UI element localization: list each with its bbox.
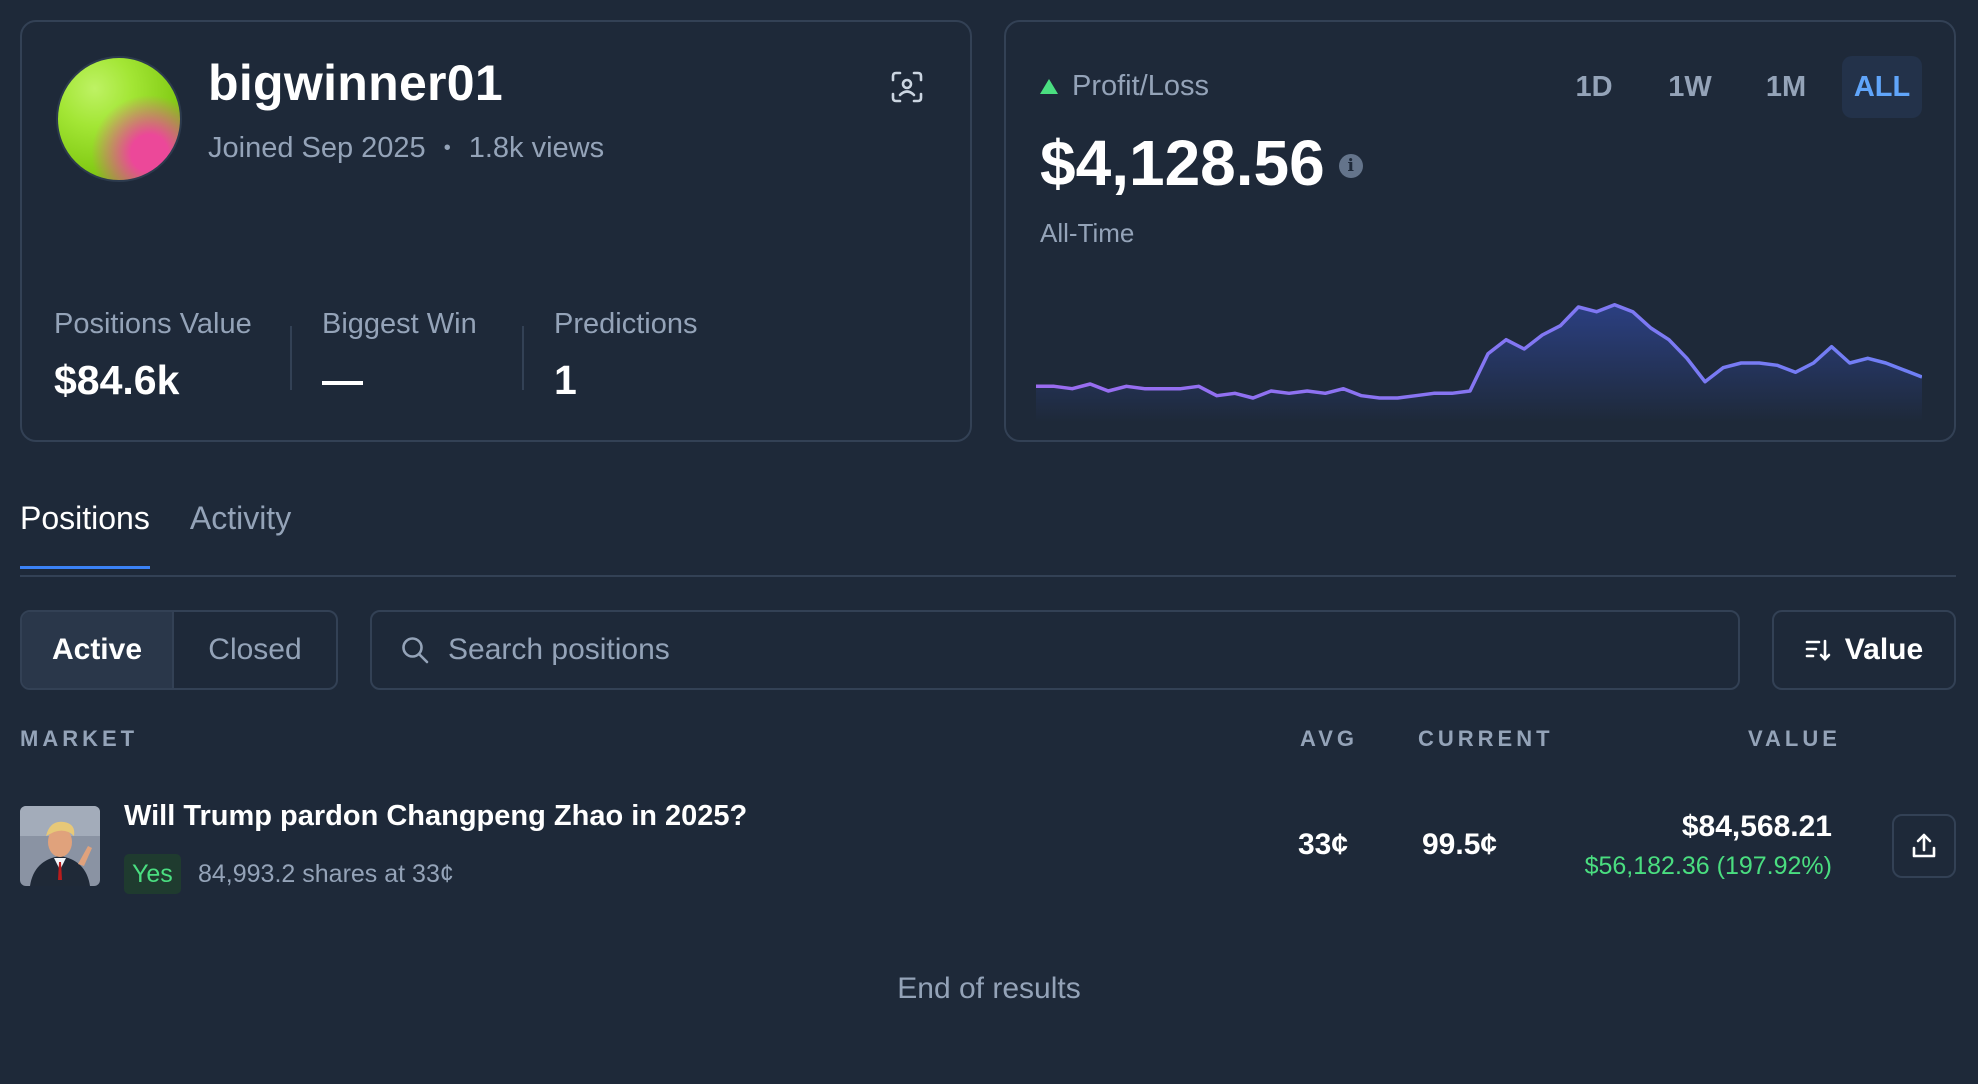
header-market: MARKET [20, 726, 139, 751]
share-button[interactable] [1892, 814, 1956, 878]
stat-label: Biggest Win [322, 308, 477, 340]
pnl-line [1036, 302, 1922, 400]
header-current: CURRENT [1418, 726, 1554, 751]
pnl-label: Profit/Loss [1040, 70, 1209, 103]
stat-value: — [322, 357, 363, 403]
range-1d[interactable]: 1D [1575, 70, 1613, 103]
header-value: VALUE [1748, 726, 1841, 751]
sort-button[interactable]: Value [1772, 610, 1956, 690]
search-box [370, 610, 1740, 690]
stat-predictions: Predictions 1 [554, 308, 697, 404]
filter-active-button[interactable]: Active [22, 612, 174, 688]
range-selector: 1D 1W 1M ALL [1538, 56, 1922, 118]
search-input[interactable] [448, 633, 1648, 667]
outcome-badge: Yes [124, 854, 181, 894]
tab-positions[interactable]: Positions [20, 500, 150, 569]
stat-biggest-win: Biggest Win — [322, 308, 477, 404]
tab-bar: Positions Activity [20, 500, 331, 569]
stat-value: $84.6k [54, 357, 180, 403]
end-of-results: End of results [897, 972, 1081, 1005]
range-1m[interactable]: 1M [1765, 70, 1807, 103]
stat-divider [290, 326, 292, 390]
stat-divider [522, 326, 524, 390]
scan-icon [891, 71, 923, 103]
range-1w[interactable]: 1W [1668, 70, 1712, 103]
shares-info: 84,993.2 shares at 33¢ [198, 860, 454, 888]
scan-button[interactable] [890, 70, 924, 104]
range-all[interactable]: ALL [1842, 56, 1922, 118]
stat-positions-value: Positions Value $84.6k [54, 308, 252, 404]
pnl-value: $4,128.56 i [1040, 126, 1363, 200]
avg-price: 33¢ [1298, 828, 1349, 861]
avatar [56, 56, 182, 182]
profile-card: bigwinner01 Joined Sep 2025 • 1.8k views… [20, 20, 972, 442]
market-title[interactable]: Will Trump pardon Changpeng Zhao in 2025… [124, 800, 748, 832]
username: bigwinner01 [208, 55, 504, 111]
view-count: 1.8k views [468, 132, 605, 164]
profile-meta: Joined Sep 2025 • 1.8k views [208, 132, 604, 165]
status-filter: Active Closed [20, 610, 338, 690]
current-price: 99.5¢ [1422, 828, 1498, 861]
stat-label: Predictions [554, 308, 698, 340]
profit-loss-card: Profit/Loss $4,128.56 i All-Time 1D 1W 1… [1004, 20, 1956, 442]
pnl-chart [1036, 302, 1922, 422]
joined-date: Joined Sep 2025 [208, 132, 426, 164]
stat-value: 1 [554, 357, 577, 403]
meta-separator: • [443, 137, 451, 159]
position-pnl: $56,182.36 (197.92%) [1584, 852, 1832, 880]
header-avg: AVG [1300, 726, 1359, 751]
info-icon[interactable]: i [1338, 154, 1363, 178]
search-icon [402, 637, 429, 664]
pnl-amount: $4,128.56 [1040, 127, 1325, 199]
pnl-area [1036, 304, 1922, 422]
market-thumbnail [20, 806, 100, 886]
tab-activity[interactable]: Activity [189, 500, 292, 536]
share-icon [1912, 833, 1936, 858]
triangle-up-icon [1040, 79, 1058, 94]
stat-label: Positions Value [54, 308, 252, 340]
position-value: $84,568.21 [1681, 810, 1832, 843]
pnl-period: All-Time [1040, 218, 1135, 248]
tab-divider [20, 575, 1956, 577]
sort-icon [1805, 639, 1831, 661]
pnl-label-text: Profit/Loss [1072, 70, 1209, 102]
filter-closed-button[interactable]: Closed [208, 633, 302, 666]
sort-label: Value [1844, 633, 1924, 666]
